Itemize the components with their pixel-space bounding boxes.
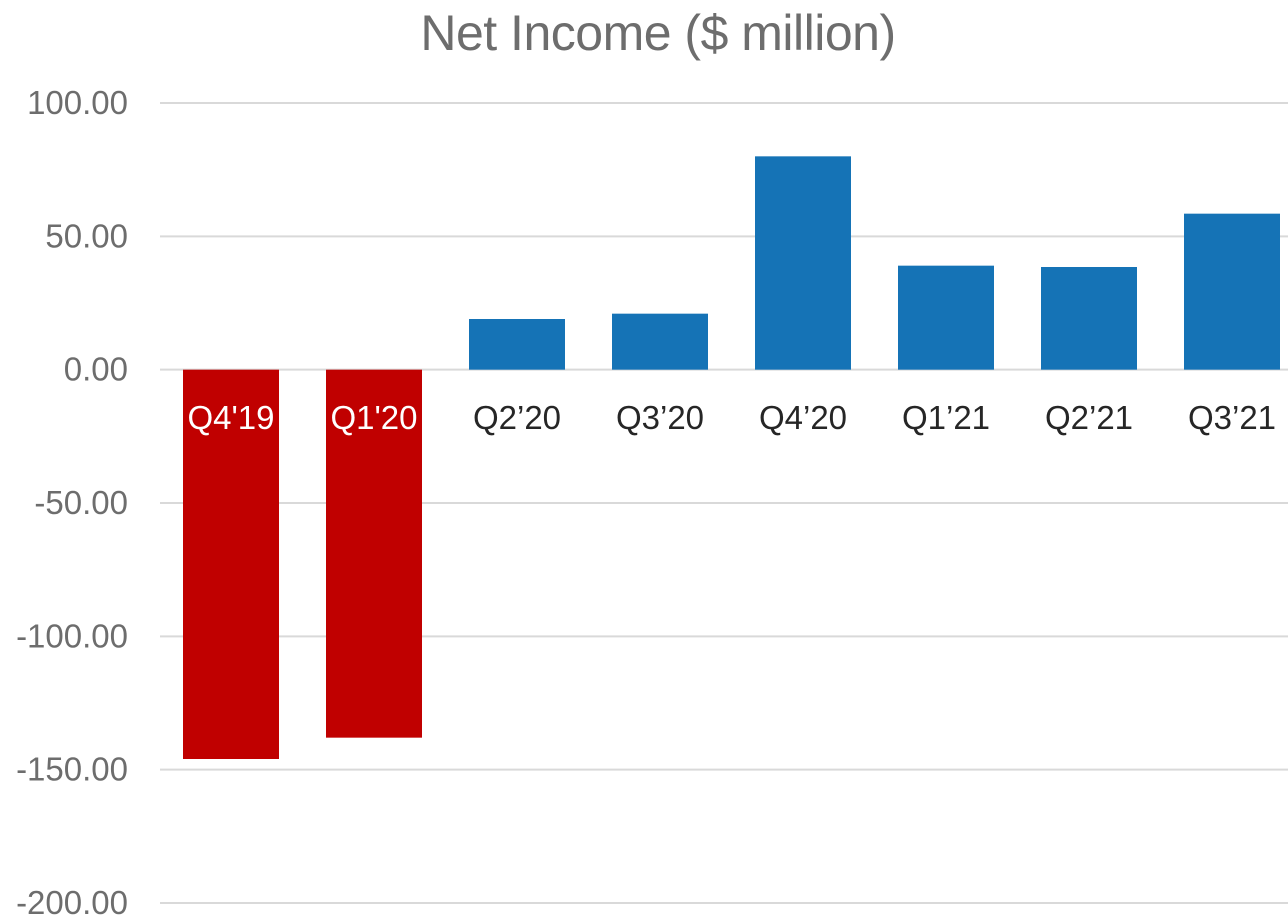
bar-1 — [326, 369, 422, 738]
x-tick-label: Q3’21 — [1188, 399, 1276, 436]
bar-3 — [612, 313, 708, 370]
bar-6 — [1041, 267, 1137, 370]
y-tick-label: -200.00 — [16, 884, 128, 917]
x-tick-label: Q2’20 — [473, 399, 561, 436]
x-tick-label: Q1’21 — [902, 399, 990, 436]
bar-2 — [469, 319, 565, 370]
chart-title: Net Income ($ million) — [420, 5, 896, 61]
x-axis-category-labels: Q4'19 Q1'20 Q2’20 Q3’20 Q4’20 Q1’21 Q2’21 Q3’21 — [187, 399, 1276, 436]
bar-4 — [755, 156, 851, 370]
y-tick-label: 50.00 — [45, 217, 128, 254]
bar-7 — [1184, 213, 1280, 370]
y-tick-label: 100.00 — [27, 84, 128, 121]
y-tick-label: 0.00 — [64, 351, 128, 388]
bar-0 — [183, 369, 279, 759]
x-tick-label: Q1'20 — [330, 399, 417, 436]
y-tick-label: -50.00 — [34, 484, 128, 521]
bar-5 — [898, 265, 994, 370]
x-tick-label: Q4’20 — [759, 399, 847, 436]
x-tick-label: Q2’21 — [1045, 399, 1133, 436]
x-tick-label: Q3’20 — [616, 399, 704, 436]
bars — [183, 156, 1280, 759]
y-tick-label: -150.00 — [16, 751, 128, 788]
y-tick-label: -100.00 — [16, 617, 128, 654]
y-axis-tick-labels: 100.00 50.00 0.00 -50.00 -100.00 -150.00 -200.… — [16, 84, 128, 917]
x-tick-label: Q4'19 — [187, 399, 274, 436]
